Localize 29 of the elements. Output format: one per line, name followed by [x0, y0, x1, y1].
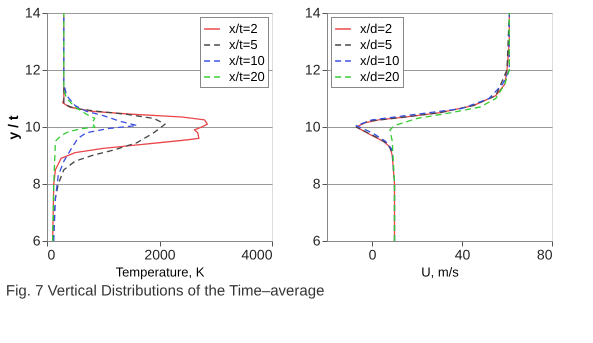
- x-tick-label: 40: [454, 246, 470, 262]
- y-tick-label: 14: [304, 4, 321, 20]
- legend-label: x/d=2: [360, 21, 392, 36]
- y-tick-label: 12: [24, 62, 41, 78]
- y-tick-label: 8: [32, 176, 41, 192]
- y-tick-label: 10: [24, 118, 41, 134]
- x-tick-label: 2000: [144, 246, 176, 262]
- x-tick-label: 80: [536, 246, 553, 262]
- legend-label: x/t=2: [229, 21, 258, 36]
- legend-label: x/t=10: [229, 53, 265, 68]
- y-tick-label: 10: [304, 118, 321, 134]
- y-axis-title: y / t: [4, 115, 21, 140]
- y-tick-label: 8: [312, 176, 321, 192]
- x-tick-label: 0: [368, 246, 377, 262]
- legend-label: x/d=20: [360, 69, 400, 84]
- line-series: [52, 12, 96, 242]
- legend-label: x/t=20: [229, 69, 265, 84]
- x-tick-label: 4000: [241, 246, 273, 262]
- legend-label: x/d=10: [360, 53, 400, 68]
- y-tick-label: 6: [32, 232, 41, 248]
- x-axis-title: Temperature, K: [116, 264, 205, 280]
- legend-label: x/t=5: [229, 37, 258, 52]
- x-axis-title: U, m/s: [421, 264, 460, 280]
- caption: Fig. 7 Vertical Distributions of the Time–average: [6, 282, 324, 300]
- y-tick-label: 14: [24, 4, 41, 20]
- y-tick-label: 6: [312, 232, 321, 248]
- x-tick-label: 0: [48, 246, 56, 262]
- legend-label: x/d=5: [360, 37, 392, 52]
- y-tick-label: 12: [304, 62, 321, 78]
